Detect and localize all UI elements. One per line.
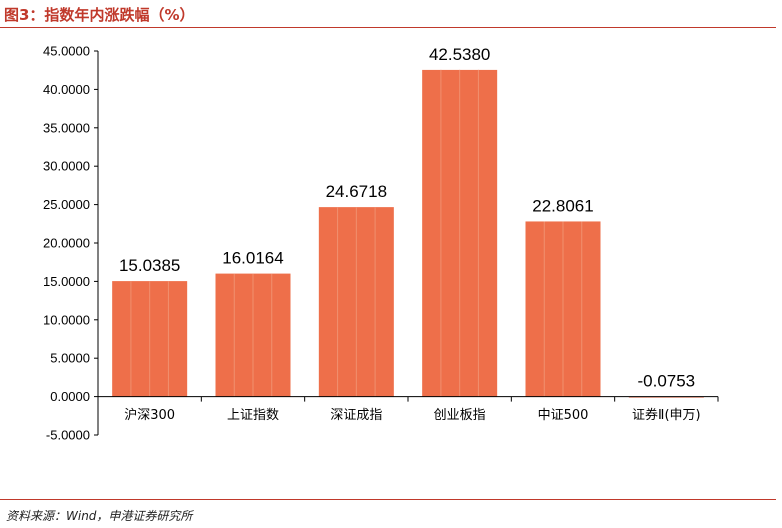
footer-divider (0, 499, 776, 500)
category-label: 上证指数 (227, 408, 279, 423)
title-divider (0, 27, 776, 28)
y-tick-label: 5.0000 (50, 351, 90, 366)
y-tick-label: -5.0000 (46, 428, 90, 443)
category-label: 证券Ⅱ(申万) (632, 407, 701, 423)
category-label: 沪深300 (124, 407, 175, 423)
source-note: 资料来源：Wind，申港证券研究所 (6, 509, 193, 523)
y-tick-label: 40.0000 (43, 82, 90, 97)
value-label: 42.5380 (429, 45, 490, 64)
category-label: 创业板指 (434, 408, 486, 423)
value-label: 24.6718 (326, 182, 387, 201)
y-tick-label: 45.0000 (43, 44, 90, 59)
category-label: 深证成指 (330, 408, 382, 423)
y-tick-label: 15.0000 (43, 274, 90, 289)
y-tick-label: 30.0000 (43, 159, 90, 174)
category-label: 中证500 (538, 408, 589, 423)
value-label: 15.0385 (119, 256, 180, 275)
value-label: -0.0753 (637, 372, 695, 391)
value-label: 22.8061 (532, 196, 593, 215)
y-tick-label: 20.0000 (43, 236, 90, 251)
value-label: 16.0164 (222, 249, 283, 268)
y-tick-label: 35.0000 (43, 120, 90, 135)
y-tick-label: 25.0000 (43, 197, 90, 212)
y-tick-label: 10.0000 (43, 312, 90, 327)
chart-title: 图3：指数年内涨跌幅（%） (4, 6, 195, 24)
y-tick-label: 0.0000 (50, 389, 90, 404)
